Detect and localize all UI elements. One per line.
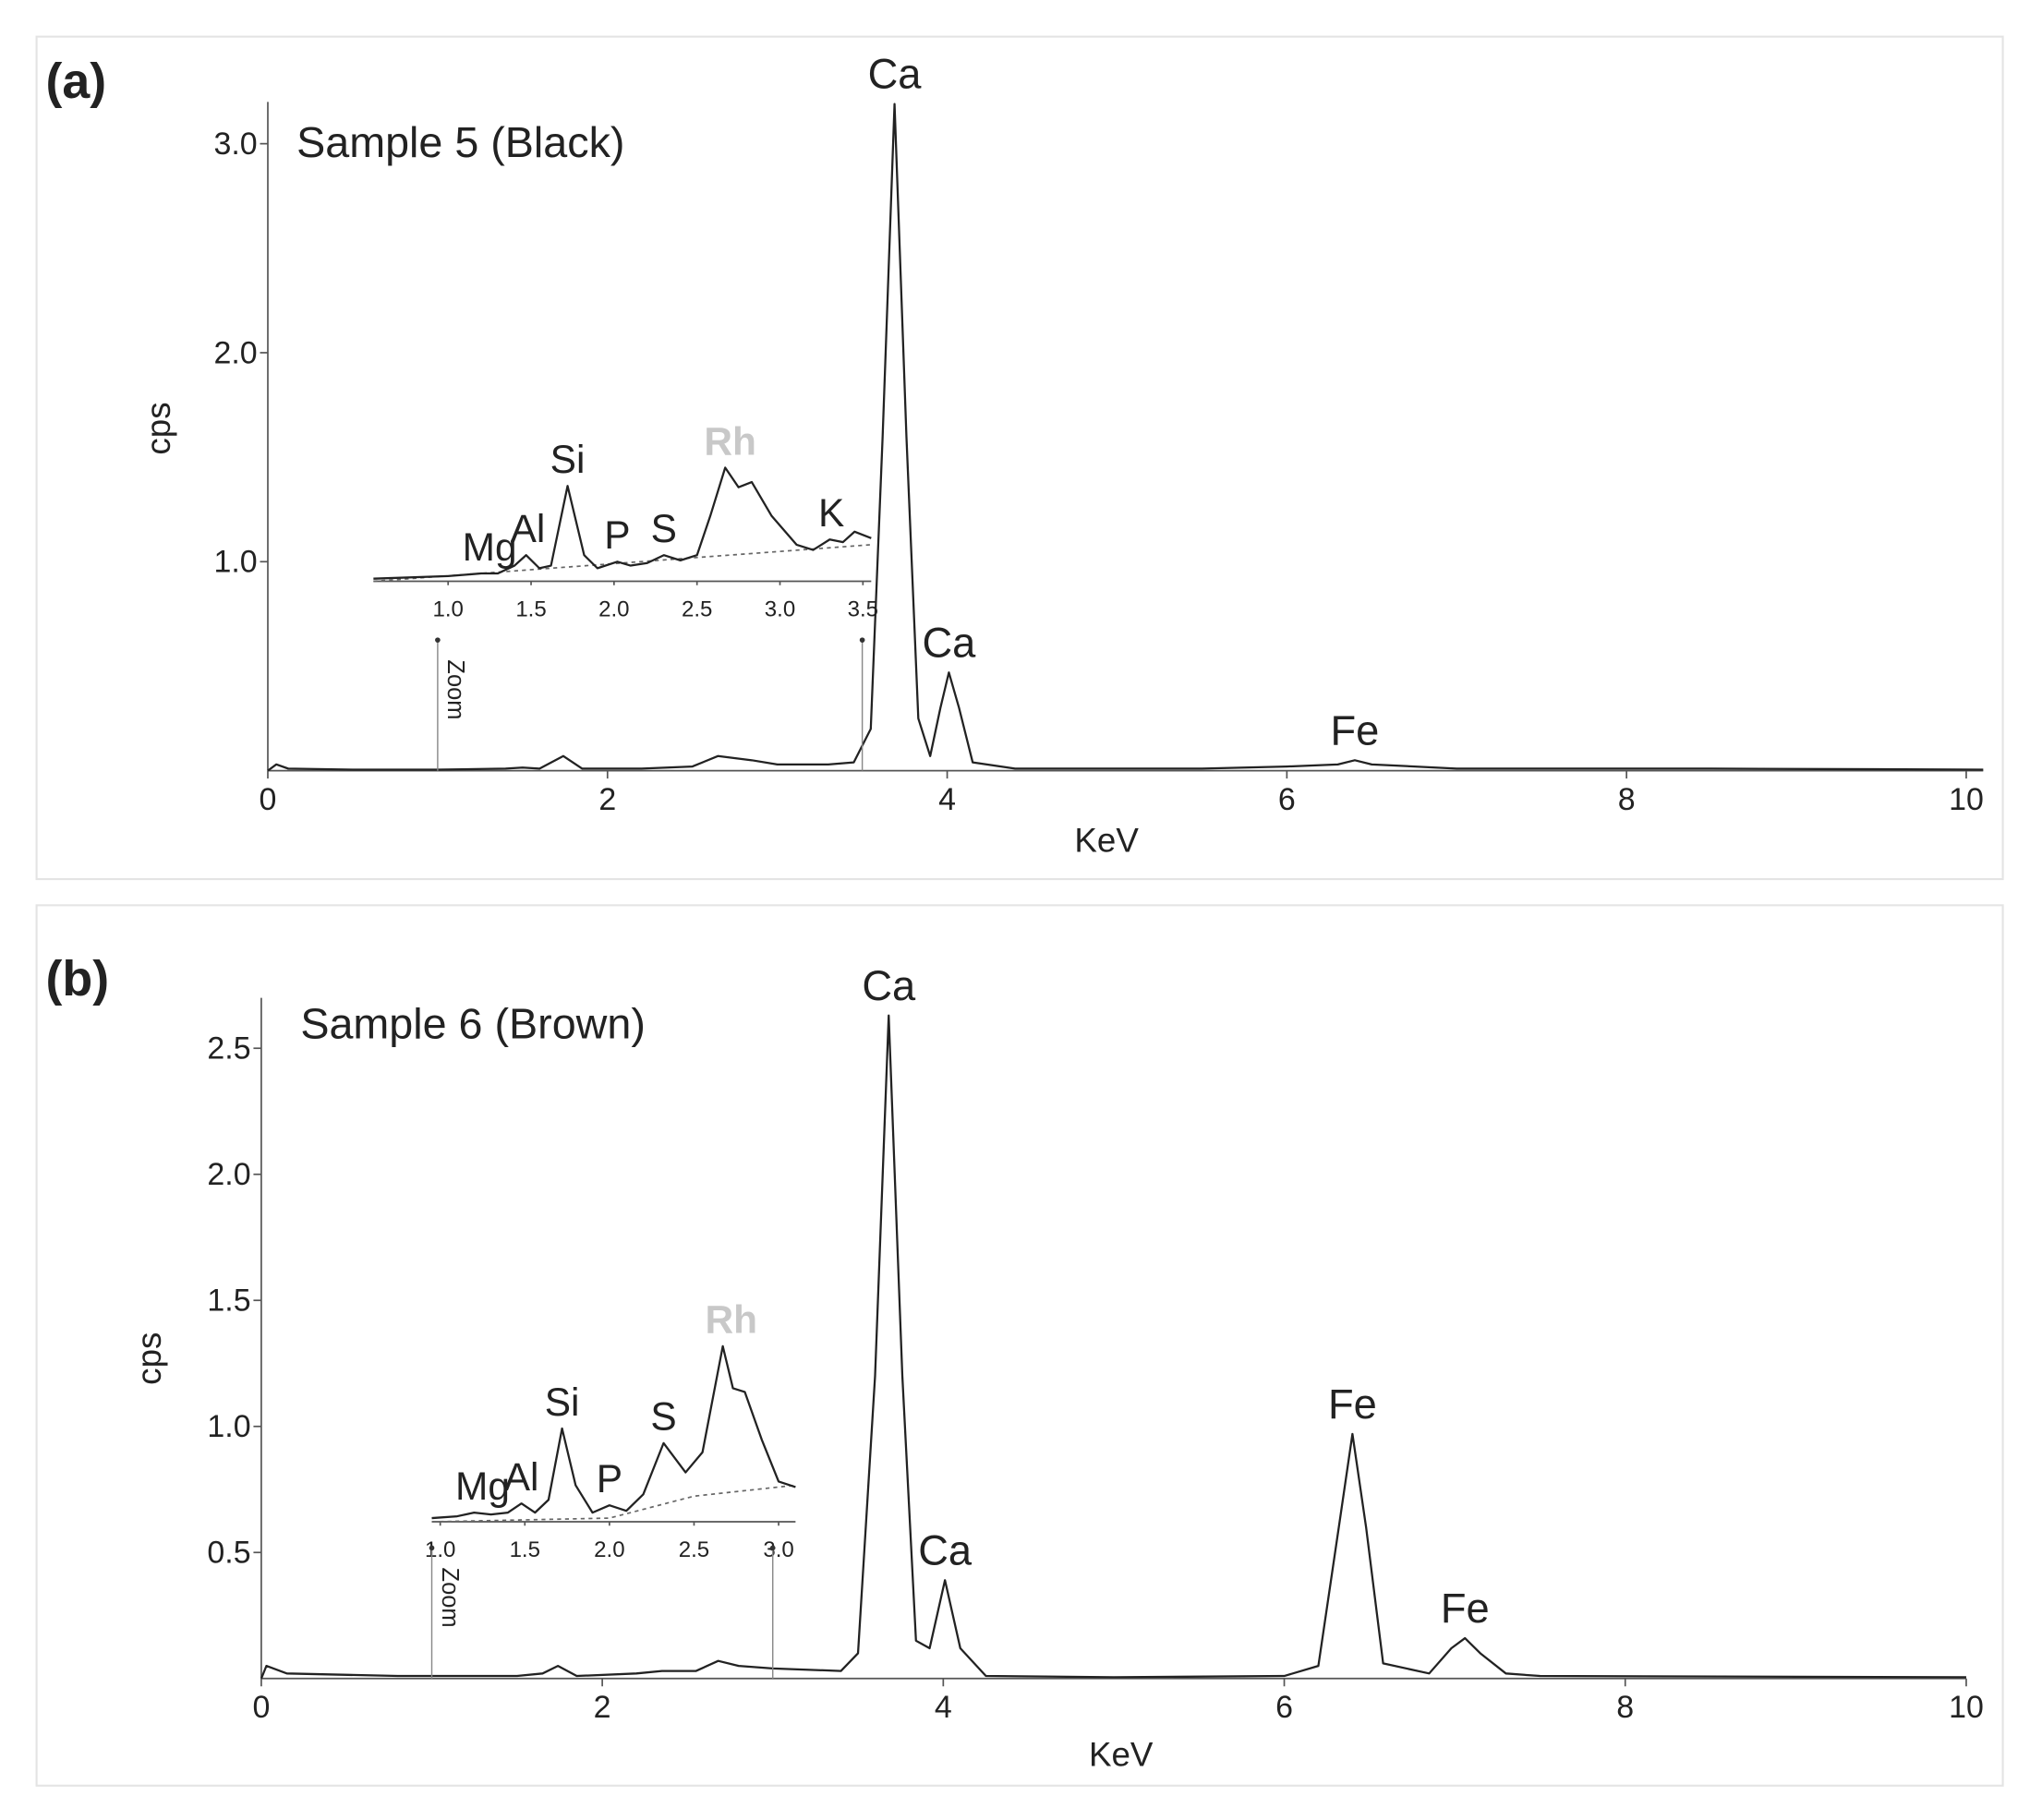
zoom-marker-dot <box>769 1545 776 1551</box>
zoom-label: Zoom <box>437 1568 463 1628</box>
inset-x-tick-label: 2.5 <box>679 1537 709 1562</box>
inset-spectrum-line <box>373 466 872 580</box>
peak-label: Ca <box>868 51 923 98</box>
y-tick-label: 1.0 <box>207 1409 250 1444</box>
inset-spectrum-line <box>431 1344 796 1520</box>
y-axis-label: cps <box>130 1332 168 1385</box>
y-tick-label: 2.5 <box>207 1031 250 1067</box>
peak-label: Al <box>511 507 546 550</box>
x-axis-label: KeV <box>1074 821 1139 859</box>
peak-label: Si <box>550 438 586 481</box>
peak-label: Fe <box>1331 706 1380 753</box>
zoom-marker-dot <box>435 637 441 644</box>
peak-label: Fe <box>1441 1585 1490 1632</box>
peak-label: Ca <box>918 1526 973 1573</box>
x-tick-label: 2 <box>594 1690 611 1725</box>
y-tick-label: 2.0 <box>213 335 257 370</box>
inset-x-tick-label: 2.0 <box>594 1537 624 1562</box>
y-tick-label: 1.0 <box>213 545 257 580</box>
sample-title: Sample 6 (Brown) <box>300 1000 646 1048</box>
inset-x-tick-label: 1.0 <box>432 597 463 622</box>
x-tick-label: 4 <box>938 782 956 817</box>
panel-frame <box>35 904 2004 1787</box>
inset-x-tick-label: 2.5 <box>682 597 712 622</box>
peak-label: Ca <box>862 962 916 1009</box>
peak-label: Al <box>504 1455 539 1499</box>
peak-label: K <box>818 491 844 535</box>
peak-label: P <box>597 1457 622 1501</box>
x-tick-label: 0 <box>252 1690 270 1725</box>
peak-label: Rh <box>704 419 756 463</box>
x-tick-label: 6 <box>1278 782 1296 817</box>
panel-label: (b) <box>46 951 110 1006</box>
x-axis-label: KeV <box>1089 1736 1154 1774</box>
peak-label: S <box>651 507 677 550</box>
zoom-marker-dot <box>429 1545 435 1551</box>
inset-x-tick-label: 3.0 <box>765 597 795 622</box>
inset-background <box>373 544 872 583</box>
inset-x-tick-label: 1.5 <box>510 1537 540 1562</box>
x-tick-label: 0 <box>260 782 277 817</box>
y-tick-label: 3.0 <box>213 127 257 162</box>
peak-label: Mg <box>455 1464 510 1508</box>
y-tick-label: 2.0 <box>207 1157 250 1192</box>
spectrum-line <box>260 1014 1966 1680</box>
x-tick-label: 8 <box>1618 782 1636 817</box>
inset-x-tick-label: 2.0 <box>598 597 629 622</box>
inset-x-tick-label: 3.5 <box>848 597 878 622</box>
x-tick-label: 10 <box>1949 1690 1984 1725</box>
x-tick-label: 6 <box>1275 1690 1293 1725</box>
zoom-marker-dot <box>859 637 865 644</box>
peak-label: Mg <box>463 525 517 569</box>
peak-label: Fe <box>1328 1380 1377 1428</box>
peak-label: Si <box>545 1380 580 1424</box>
y-tick-label: 0.5 <box>207 1536 250 1571</box>
inset-x-tick-label: 3.0 <box>763 1537 793 1562</box>
sample-title: Sample 5 (Black) <box>296 118 624 166</box>
x-tick-label: 8 <box>1616 1690 1634 1725</box>
inset-x-tick-label: 1.5 <box>515 597 546 622</box>
peak-label: Ca <box>922 619 976 666</box>
x-tick-label: 4 <box>935 1690 952 1725</box>
panel-frame <box>35 35 2004 881</box>
panel-label: (a) <box>46 54 107 109</box>
y-axis-label: cps <box>139 402 177 454</box>
x-tick-label: 2 <box>598 782 616 817</box>
spectrum-line <box>267 102 1984 772</box>
inset-background <box>431 1484 796 1523</box>
peak-label: S <box>650 1395 676 1439</box>
inset-x-tick-label: 1.0 <box>425 1537 455 1562</box>
peak-label: P <box>604 513 630 557</box>
x-tick-label: 10 <box>1949 782 1984 817</box>
y-tick-label: 1.5 <box>207 1284 250 1319</box>
zoom-label: Zoom <box>442 659 468 719</box>
peak-label: Rh <box>705 1298 757 1342</box>
